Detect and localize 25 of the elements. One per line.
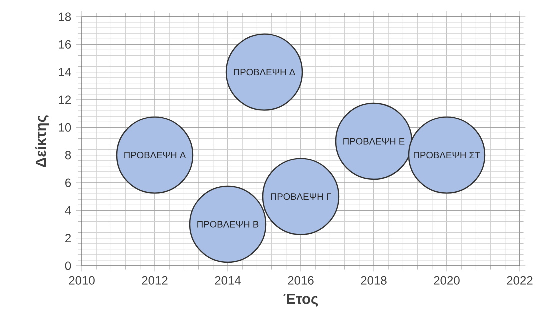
- x-tick-label: 2010: [69, 276, 95, 285]
- y-tick-label: 10: [59, 123, 72, 132]
- x-tick-label: 2016: [288, 276, 314, 285]
- y-tick-label: 4: [65, 206, 72, 215]
- x-tick-label: 2018: [361, 276, 387, 285]
- y-tick-label: 2: [66, 234, 72, 243]
- x-tick-label: 2020: [434, 276, 460, 285]
- annotation: ΠΡΟΒΛΕΨΗ Δ: [234, 69, 296, 76]
- annotation: ΠΡΟΒΛΕΨΗ Β: [198, 221, 259, 228]
- x-tick-label: 2012: [142, 276, 168, 285]
- x-tick-label: 2022: [507, 276, 533, 285]
- annotation: ΠΡΟΒΛΕΨΗ ΣΤ: [414, 152, 481, 159]
- y-tick-label: 18: [59, 12, 72, 22]
- y-tick-label: 12: [59, 96, 71, 104]
- y-axis-title: Δείκτης: [35, 116, 50, 168]
- x-axis-title: Έτος: [284, 294, 318, 307]
- annotation: ΠΡΟΒΛΕΨΗ Α: [124, 152, 186, 159]
- y-tick-label: 16: [59, 40, 72, 49]
- y-tick-label: 8: [65, 151, 72, 160]
- y-tick-label: 0: [65, 262, 72, 270]
- y-tick-label: 14: [59, 68, 72, 76]
- annotation: ΠΡΟΒΛΕΨΗ Γ: [271, 194, 332, 200]
- annotation: ΠΡΟΒΛΕΨΗ Ε: [344, 138, 405, 145]
- x-tick-label: 2014: [215, 276, 241, 285]
- y-tick-label: 6: [66, 178, 72, 188]
